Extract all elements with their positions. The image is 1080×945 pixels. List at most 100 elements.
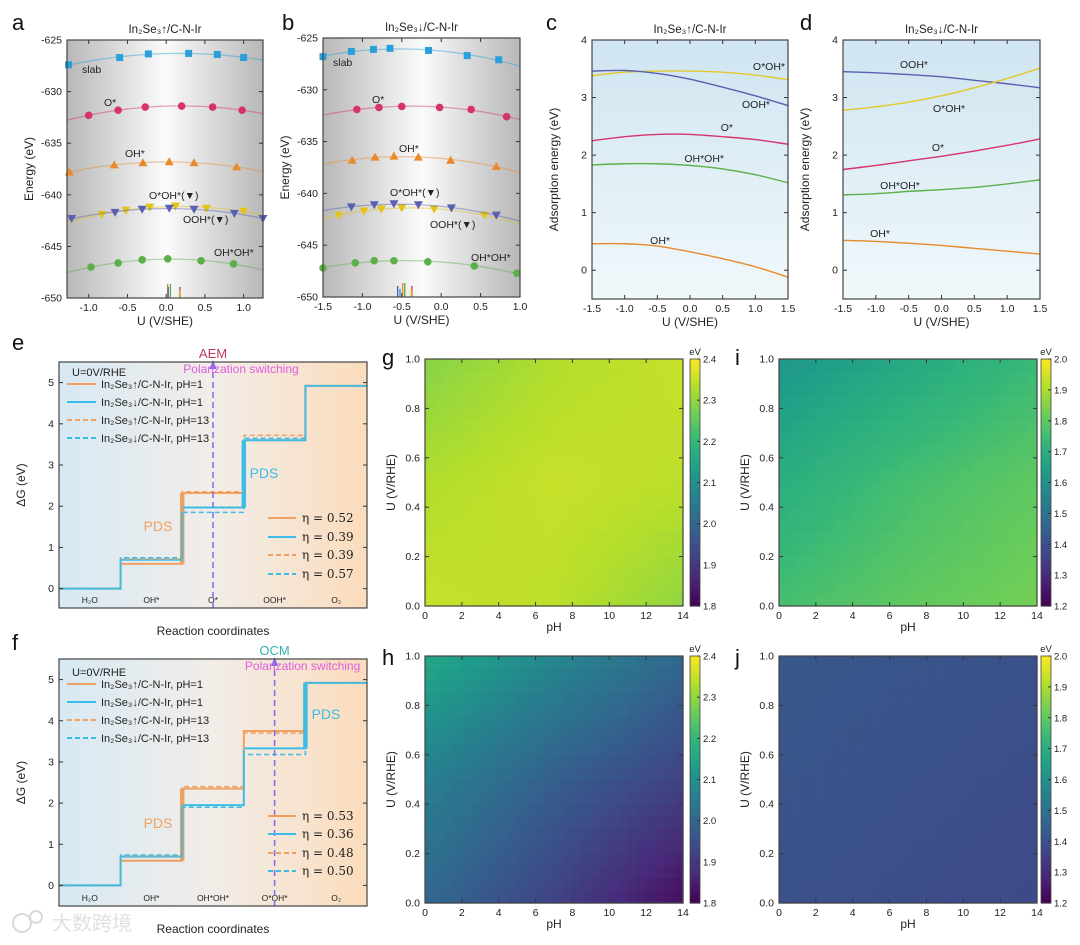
heatmap-cell [636, 494, 647, 508]
heatmap-cell [1018, 408, 1029, 422]
heatmap-cell [981, 470, 992, 484]
heatmap-cell [627, 383, 638, 397]
heatmap-cell [636, 841, 647, 855]
heatmap-cell [471, 371, 481, 385]
data-point [110, 208, 120, 217]
heatmap-cell [535, 568, 546, 582]
heatmap-cell [554, 754, 564, 768]
heatmap-cell [425, 693, 435, 706]
colorbar-segment [1041, 367, 1051, 372]
heatmap-cell [664, 470, 675, 484]
heatmap-cell [581, 383, 592, 397]
heatmap-cell [1000, 457, 1010, 471]
heatmap-cell [609, 445, 620, 459]
heatmap-cell [563, 717, 574, 731]
heatmap-cell [544, 841, 555, 855]
heatmap-cell [627, 519, 638, 533]
heatmap-cell [618, 531, 629, 545]
heatmap-cell [627, 656, 638, 669]
heatmap-cell [815, 445, 826, 459]
heatmap-cell [443, 433, 454, 447]
heatmap-cell [452, 494, 463, 508]
heatmap-cell [646, 804, 656, 818]
heatmap-cell [1009, 420, 1020, 434]
heatmap-cell [425, 656, 435, 669]
heatmap-cell [954, 816, 964, 830]
heatmap-cell [590, 853, 601, 867]
heatmap-cell [972, 668, 983, 682]
heatmap-cell [664, 568, 675, 582]
heatmap-cell [917, 779, 928, 793]
heatmap-cell [990, 680, 1001, 694]
heatmap-cell [609, 482, 620, 496]
colorbar-segment [1041, 738, 1051, 744]
heatmap-cell [489, 656, 500, 669]
heatmap-cell [990, 878, 1001, 892]
heatmap-cell [861, 767, 872, 781]
heatmap-cell [673, 804, 684, 818]
heatmap-cell [889, 470, 900, 484]
heatmap-cell [834, 878, 845, 892]
heatmap-cell [806, 408, 817, 422]
heatmap-cell [861, 383, 872, 397]
heatmap-cell [797, 408, 808, 422]
heatmap-cell [779, 717, 789, 731]
heatmap-cell [1018, 816, 1029, 830]
heatmap-cell [871, 433, 881, 447]
colorbar-segment [690, 581, 700, 587]
heatmap-cell [554, 656, 564, 669]
heatmap-cell [544, 779, 555, 793]
heatmap-cell [489, 804, 500, 818]
heatmap-cell [554, 767, 564, 781]
heatmap-cell [618, 742, 629, 756]
heatmap-cell [563, 359, 574, 372]
heatmap-cell [590, 593, 601, 607]
colorbar-segment [1041, 536, 1051, 541]
heatmap-cell [609, 730, 620, 744]
colorbar-segment [690, 697, 700, 702]
heatmap-cell [498, 581, 509, 595]
heatmap-cell [434, 408, 445, 422]
heatmap-cell [673, 371, 684, 385]
heatmap-cell [609, 581, 620, 595]
heatmap-cell [535, 593, 546, 607]
heatmap-cell [452, 717, 463, 731]
heatmap-cell [981, 853, 992, 867]
heatmap-cell [517, 482, 527, 496]
colorbar-segment [1041, 601, 1051, 607]
heatmap-cell [480, 804, 491, 818]
heatmap-cell [572, 717, 583, 731]
heatmap-cell [935, 581, 946, 595]
heatmap-cell [461, 593, 472, 607]
heatmap-cell [963, 865, 974, 879]
heatmap-cell [788, 767, 799, 781]
heatmap-cell [498, 544, 509, 558]
heatmap-cell [788, 804, 799, 818]
heatmap-cell [535, 507, 546, 521]
heatmap-cell [600, 470, 610, 484]
heatmap-cell [517, 408, 527, 422]
heatmap-cell [815, 717, 826, 731]
heatmap-cell [480, 396, 491, 409]
heatmap-cell [452, 791, 463, 805]
heatmap-cell [627, 767, 638, 781]
heatmap-cell [664, 445, 675, 459]
heatmap-cell [880, 828, 891, 842]
heatmap-cell [944, 656, 955, 669]
heatmap-cell [1027, 791, 1038, 805]
heatmap-cell [554, 470, 564, 484]
heatmap-cell [917, 804, 928, 818]
heatmap-cell [1009, 519, 1020, 533]
heatmap-cell [581, 433, 592, 447]
heatmap-cell [963, 668, 974, 682]
heatmap-cell [981, 754, 992, 768]
heatmap-cell [572, 531, 583, 545]
heatmap-cell [788, 420, 799, 434]
heatmap-cell [434, 730, 445, 744]
heatmap-cell [646, 457, 656, 471]
heatmap-cell [507, 568, 518, 582]
colorbar-segment [690, 717, 700, 723]
heatmap-cell [834, 828, 845, 842]
mode-label: AEM [199, 346, 227, 361]
heatmap-cell [926, 507, 937, 521]
